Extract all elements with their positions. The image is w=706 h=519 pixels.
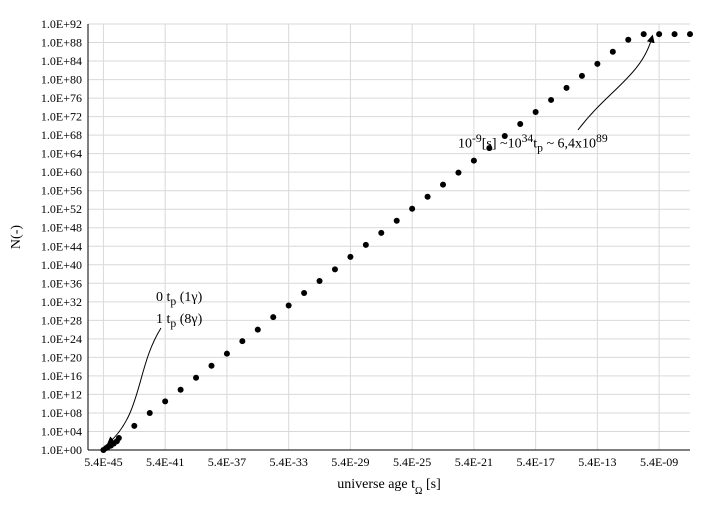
svg-text:1.0E+76: 1.0E+76 [41,91,82,105]
svg-text:1.0E+16: 1.0E+16 [41,369,82,383]
svg-text:1.0E+44: 1.0E+44 [41,239,82,253]
svg-text:1.0E+80: 1.0E+80 [41,73,82,87]
svg-text:1.0E+84: 1.0E+84 [41,54,82,68]
svg-text:1.0E+48: 1.0E+48 [41,221,82,235]
svg-text:1.0E+12: 1.0E+12 [41,387,82,401]
svg-text:5.4E-21: 5.4E-21 [455,455,493,469]
svg-text:1.0E+72: 1.0E+72 [41,110,82,124]
svg-text:5.4E-29: 5.4E-29 [331,455,369,469]
annotation-low: 0 tp (1γ) 1 tp (8γ) [156,290,202,330]
svg-text:5.4E-33: 5.4E-33 [270,455,308,469]
svg-text:1.0E+32: 1.0E+32 [41,295,82,309]
svg-text:5.4E-25: 5.4E-25 [393,455,431,469]
annotation-high: 10-9[s] ~1034tp ~ 6,4x1089 [458,132,608,154]
svg-text:1.0E+56: 1.0E+56 [41,184,82,198]
svg-text:5.4E-09: 5.4E-09 [640,455,678,469]
svg-text:1.0E+88: 1.0E+88 [41,36,82,50]
scatter-chart: 1.0E+00 1.0E+04 1.0E+08 1.0E+12 1.0E+16 1.0E+… [0,0,706,519]
svg-text:1.0E+64: 1.0E+64 [41,147,82,161]
svg-text:5.4E-37: 5.4E-37 [208,455,246,469]
svg-text:1.0E+68: 1.0E+68 [41,128,82,142]
svg-text:5.4E-13: 5.4E-13 [578,455,616,469]
svg-text:1.0E+28: 1.0E+28 [41,313,82,327]
svg-text:1.0E+20: 1.0E+20 [41,350,82,364]
svg-text:5.4E-17: 5.4E-17 [516,455,554,469]
svg-text:1.0E+08: 1.0E+08 [41,406,82,420]
svg-text:1.0E+36: 1.0E+36 [41,276,82,290]
svg-text:1.0E+92: 1.0E+92 [41,17,82,31]
svg-text:5.4E-45: 5.4E-45 [84,455,122,469]
svg-text:1.0E+04: 1.0E+04 [41,424,82,438]
svg-text:1.0E+00: 1.0E+00 [41,443,82,457]
svg-text:1.0E+60: 1.0E+60 [41,165,82,179]
svg-text:N(-): N(-) [9,225,24,249]
svg-text:5.4E-41: 5.4E-41 [146,455,184,469]
svg-text:1.0E+52: 1.0E+52 [41,202,82,216]
svg-text:1.0E+40: 1.0E+40 [41,258,82,272]
svg-text:1.0E+24: 1.0E+24 [41,332,82,346]
